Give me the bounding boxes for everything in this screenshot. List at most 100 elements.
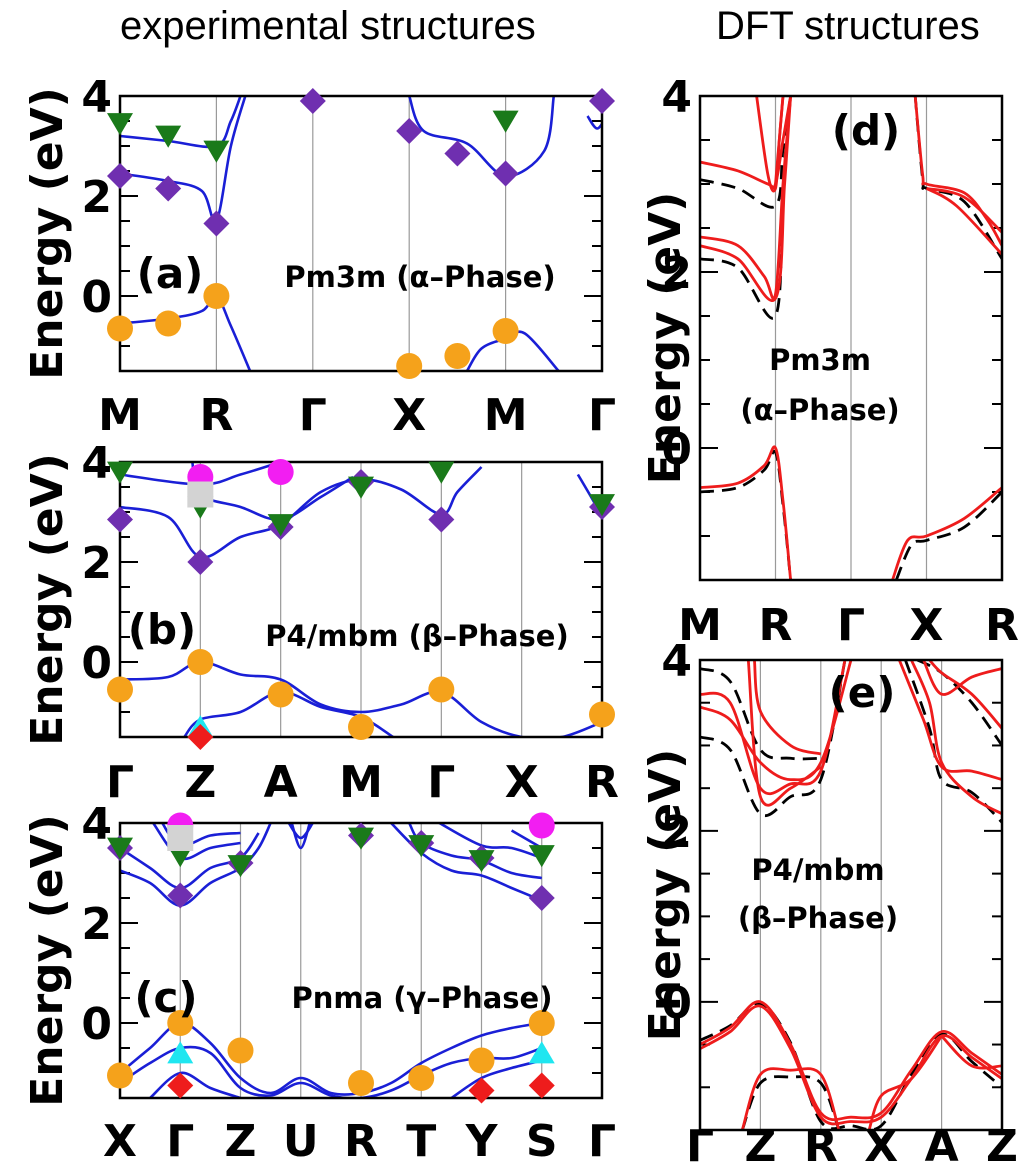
right-column-heading: DFT structures (716, 4, 980, 48)
y-tick-label: 4 (661, 636, 692, 687)
y-tick-label: 2 (81, 538, 112, 589)
dft-black-band-4 (904, 660, 1002, 824)
kpoint-label: A (264, 757, 298, 808)
marker-green-triangle-down (107, 461, 133, 484)
marker-green-triangle-down (267, 514, 294, 537)
kpoint-label: M (484, 390, 528, 441)
phase-annotation: Pnma (γ–Phase) (292, 981, 553, 1015)
marker-orange-circle (396, 353, 423, 379)
marker-red-diamond (528, 1072, 555, 1099)
marker-purple-diamond (589, 88, 615, 114)
y-tick-label: 2 (81, 172, 112, 223)
marker-green-triangle-down (428, 461, 455, 484)
kpoint-label: Γ (427, 757, 455, 808)
band-line-2 (149, 1071, 241, 1098)
marker-purple-diamond (428, 506, 455, 533)
dft-red-band-11 (922, 660, 1002, 696)
marker-orange-circle (107, 315, 133, 342)
dft-red-band-9 (925, 187, 1002, 256)
kpoint-label: X (103, 1116, 137, 1167)
marker-green-triangle-down (492, 110, 519, 133)
marker-green-triangle-down (528, 845, 555, 868)
marker-green-triangle-down (348, 476, 374, 499)
y-axis-label: Energy (eV) (22, 453, 73, 746)
kpoint-label: Z (744, 1121, 776, 1168)
y-axis-label: Energy (eV) (22, 814, 73, 1107)
marker-green-triangle-down (155, 125, 182, 148)
dft-red-band-1 (700, 1004, 1002, 1126)
kpoint-label: T (406, 1116, 436, 1167)
y-tick-label: 2 (661, 807, 692, 858)
marker-cyan-triangle-up (528, 1041, 555, 1064)
kpoint-label: S (526, 1116, 558, 1167)
y-tick-label: 0 (81, 638, 112, 689)
kpoint-label: X (392, 390, 426, 441)
kpoint-label: Γ (588, 1116, 616, 1167)
kpoint-label: Γ (686, 1121, 714, 1168)
marker-orange-circle (107, 676, 133, 703)
marker-green-triangle-down (348, 827, 374, 850)
marker-orange-circle (107, 1062, 133, 1089)
band-line-4 (120, 823, 272, 907)
kpoint-label: M (98, 390, 142, 441)
dft-red-band-0 (700, 1000, 1002, 1121)
dft-red-band-3 (867, 1035, 943, 1130)
marker-orange-circle (528, 1010, 555, 1036)
phase-annotation: Pm3m (α–Phase) (284, 260, 555, 294)
marker-orange-circle (348, 1070, 374, 1096)
marker-green-triangle-down (468, 850, 495, 873)
marker-purple-diamond (155, 175, 182, 202)
kpoint-label: Γ (837, 600, 865, 651)
phase-annotation: (α–Phase) (740, 393, 899, 427)
dft-black-band-4 (913, 96, 1002, 260)
marker-magenta-circle (267, 459, 294, 485)
phase-annotation: P4/mbm (β–Phase) (265, 619, 568, 653)
kpoint-label: R (759, 600, 793, 651)
kpoint-label: Γ (299, 390, 327, 441)
plot-frame (698, 94, 1004, 582)
left-column-heading: experimental structures (120, 4, 536, 48)
band-line-3 (450, 1059, 543, 1098)
phase-annotation: Pm3m (769, 343, 871, 377)
marker-orange-circle (492, 318, 519, 344)
panel-label: (a) (137, 249, 204, 298)
marker-green-triangle-down (107, 837, 133, 860)
dft-red-band-8 (926, 187, 1002, 234)
dft-red-band-4 (700, 96, 792, 190)
marker-orange-circle (203, 283, 230, 309)
dft-red-band-0 (700, 445, 792, 580)
band-line-2 (120, 96, 247, 224)
dft-red-band-3 (700, 96, 792, 303)
marker-purple-diamond (528, 885, 555, 911)
band-line-8 (287, 823, 314, 840)
dft-black-band-0 (700, 449, 792, 580)
marker-orange-circle (408, 1065, 435, 1091)
marker-orange-circle (167, 1010, 194, 1036)
kpoint-label: X (864, 1121, 898, 1168)
kpoint-label: R (985, 600, 1019, 651)
marker-red-diamond (468, 1077, 495, 1104)
y-tick-label: 0 (81, 272, 112, 323)
marker-green-triangle-down (589, 494, 615, 517)
y-tick-label: 4 (661, 72, 692, 123)
marker-orange-circle (267, 681, 294, 708)
panel-a: 0 2 4 M R Γ X M Γ Energy (eV) (a) Pm3m (α–Phase) (22, 72, 616, 441)
panel-label: (c) (134, 973, 197, 1022)
marker-purple-diamond (167, 882, 194, 909)
kpoint-label: X (910, 600, 944, 651)
marker-gray-square (167, 825, 194, 851)
marker-purple-diamond (492, 160, 519, 187)
kpoint-label: R (199, 390, 233, 441)
kpoint-label: A (925, 1121, 959, 1168)
y-tick-label: 4 (81, 438, 112, 489)
band-line-6 (152, 823, 241, 861)
plot-frame (118, 94, 604, 373)
kpoint-label: Γ (588, 390, 616, 441)
panel-label: (e) (829, 668, 896, 717)
marker-purple-diamond (107, 163, 133, 189)
phase-annotation: P4/mbm (751, 853, 884, 887)
kpoint-label: M (339, 757, 383, 808)
band-line-3 (120, 96, 242, 149)
